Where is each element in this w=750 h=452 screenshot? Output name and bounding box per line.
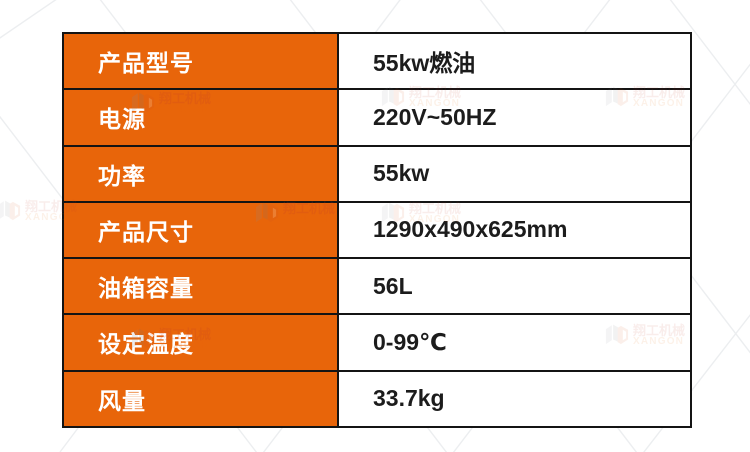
spec-label-text: 产品型号: [98, 50, 194, 77]
spec-label-text: 油箱容量: [98, 275, 194, 302]
specification-table-container: 产品型号 55kw燃油 电源 220V~50HZ 功率 55kw 产品尺寸 12…: [62, 31, 692, 428]
spec-value-text: 55kw燃油: [373, 50, 476, 77]
specification-table: 产品型号 55kw燃油 电源 220V~50HZ 功率 55kw 产品尺寸 12…: [62, 31, 692, 428]
specification-table-body: 产品型号 55kw燃油 电源 220V~50HZ 功率 55kw 产品尺寸 12…: [62, 31, 692, 428]
spec-value-cell: 0-99℃: [337, 313, 692, 372]
spec-label-text: 产品尺寸: [98, 218, 194, 245]
spec-label-text: 电源: [98, 106, 146, 133]
table-row: 产品尺寸 1290x490x625mm: [62, 200, 692, 260]
spec-label-text: 风量: [98, 387, 146, 414]
xangon-hex-logo-icon: [0, 200, 21, 221]
table-row: 设定温度 0-99℃: [62, 313, 692, 372]
spec-value-text: 56L: [373, 272, 413, 299]
spec-value-cell: 1290x490x625mm: [337, 200, 692, 260]
spec-label-cell: 风量: [62, 369, 339, 428]
spec-label-cell: 电源: [62, 88, 339, 147]
spec-value-text: 33.7kg: [373, 385, 445, 412]
spec-value-text: 0-99℃: [373, 328, 447, 355]
spec-label-cell: 设定温度: [62, 313, 339, 372]
spec-value-cell: 55kw燃油: [337, 31, 692, 91]
table-row: 电源 220V~50HZ: [62, 88, 692, 147]
spec-value-cell: 33.7kg: [337, 369, 692, 428]
spec-value-text: 1290x490x625mm: [373, 216, 568, 243]
table-row: 油箱容量 56L: [62, 257, 692, 316]
spec-label-cell: 产品型号: [62, 31, 339, 91]
spec-label-cell: 功率: [62, 144, 339, 203]
table-row: 风量 33.7kg: [62, 369, 692, 428]
spec-value-text: 55kw: [373, 160, 430, 187]
spec-label-cell: 油箱容量: [62, 257, 339, 316]
spec-value-text: 220V~50HZ: [373, 103, 497, 130]
spec-value-cell: 55kw: [337, 144, 692, 203]
spec-label-cell: 产品尺寸: [62, 200, 339, 260]
spec-label-text: 设定温度: [98, 331, 194, 358]
table-row: 功率 55kw: [62, 144, 692, 203]
table-row: 产品型号 55kw燃油: [62, 31, 692, 91]
spec-value-cell: 220V~50HZ: [337, 88, 692, 147]
spec-value-cell: 56L: [337, 257, 692, 316]
spec-label-text: 功率: [98, 162, 146, 189]
